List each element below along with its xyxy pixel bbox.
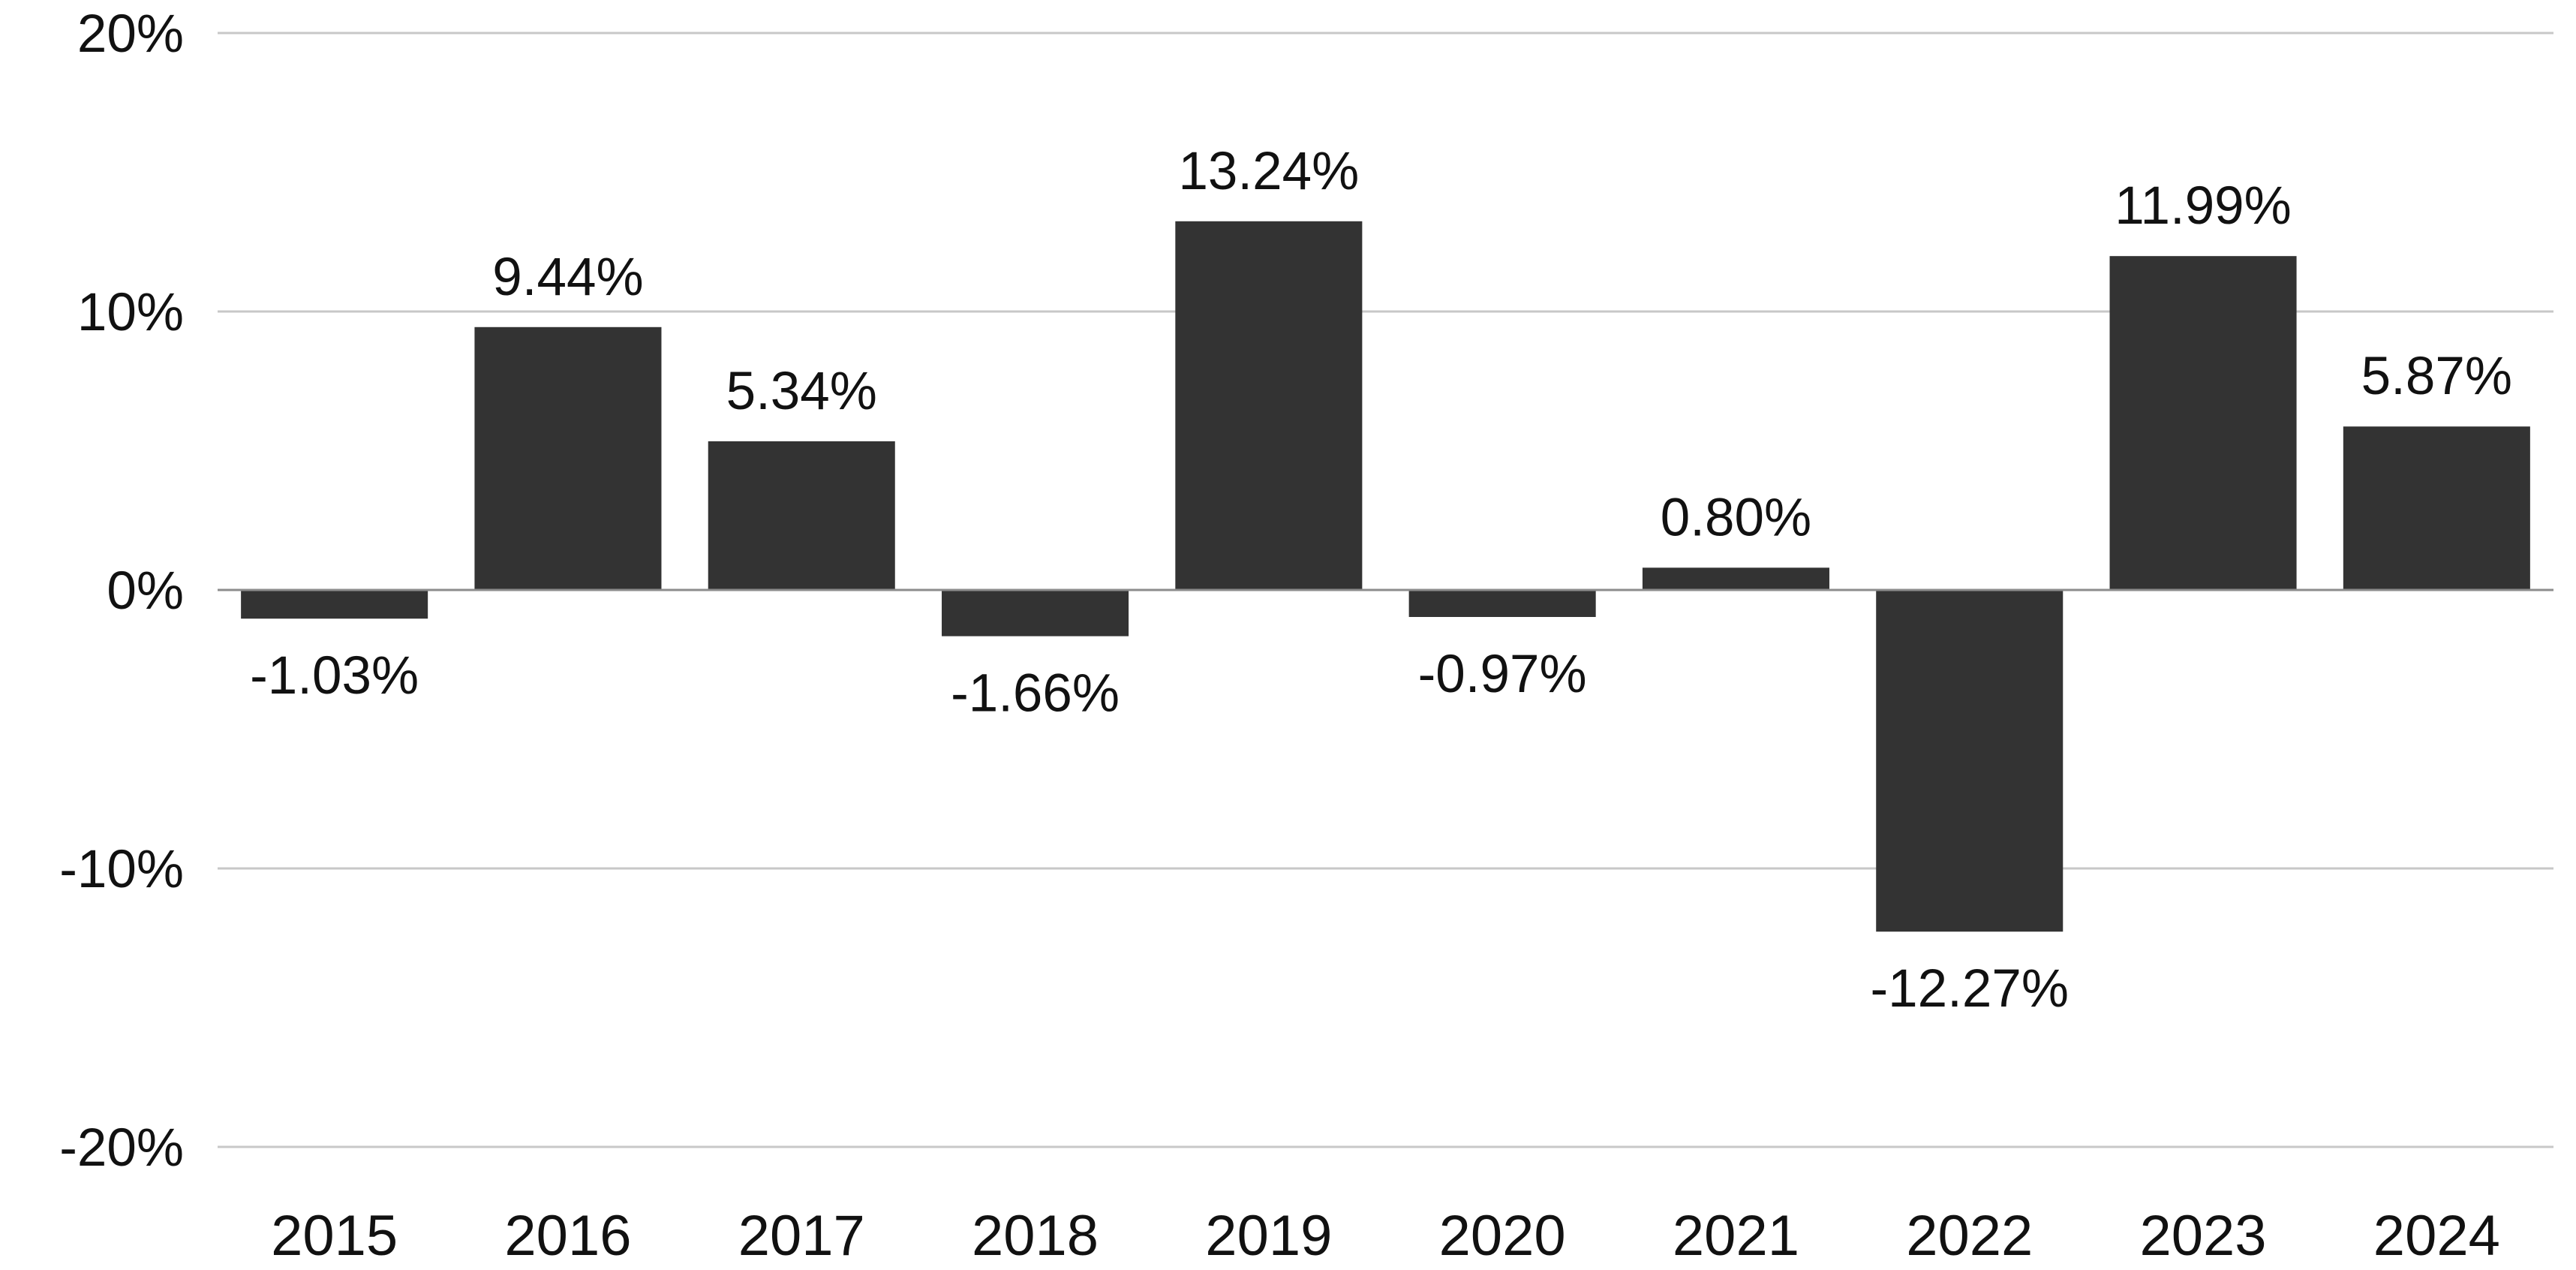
bar-2015 [241,590,428,619]
bar-2021 [1642,567,1829,590]
data-label: 13.24% [1178,142,1359,201]
bar-2022 [1876,590,2064,932]
data-label: 5.34% [726,362,877,421]
x-tick-label: 2021 [1673,1204,1799,1268]
bar-2024 [2343,426,2530,590]
bar-2018 [942,590,1129,637]
bar-2016 [474,327,662,590]
bars [241,221,2530,932]
y-tick-label: -20% [59,1118,184,1178]
x-tick-label: 2022 [1906,1204,2033,1268]
bar-2019 [1175,221,1363,590]
data-label: -1.03% [250,646,419,706]
x-tick-label: 2020 [1439,1204,1566,1268]
data-label: 9.44% [492,248,643,307]
x-tick-label: 2019 [1205,1204,1332,1268]
bar-2020 [1408,590,1596,617]
data-label: -12.27% [1871,959,2069,1019]
data-label: 5.87% [2361,347,2512,406]
y-tick-label: -10% [59,840,184,899]
x-tick-label: 2024 [2373,1204,2500,1268]
x-tick-label: 2017 [738,1204,865,1268]
data-label: -0.97% [1418,645,1587,704]
y-tick-label: 0% [107,561,184,621]
x-axis-category-labels: 2015 2016 2017 2018 2019 2020 2021 2022 2023 2024 [271,1204,2500,1268]
x-tick-label: 2016 [504,1204,631,1268]
y-tick-label: 10% [77,283,184,342]
data-label: 11.99% [2115,176,2292,236]
bar-2017 [708,441,895,590]
bar-2023 [2109,256,2297,590]
y-tick-label: 20% [77,5,184,64]
x-tick-label: 2023 [2140,1204,2267,1268]
data-label: 0.80% [1661,488,1811,547]
y-axis-tick-labels: 20% 10% 0% -10% -20% [59,5,184,1178]
x-tick-label: 2018 [972,1204,1099,1268]
data-labels: -1.03% 9.44% 5.34% -1.66% 13.24% -0.97% 0.80% -… [250,142,2512,1019]
data-label: -1.66% [951,664,1120,724]
x-tick-label: 2015 [271,1204,398,1268]
